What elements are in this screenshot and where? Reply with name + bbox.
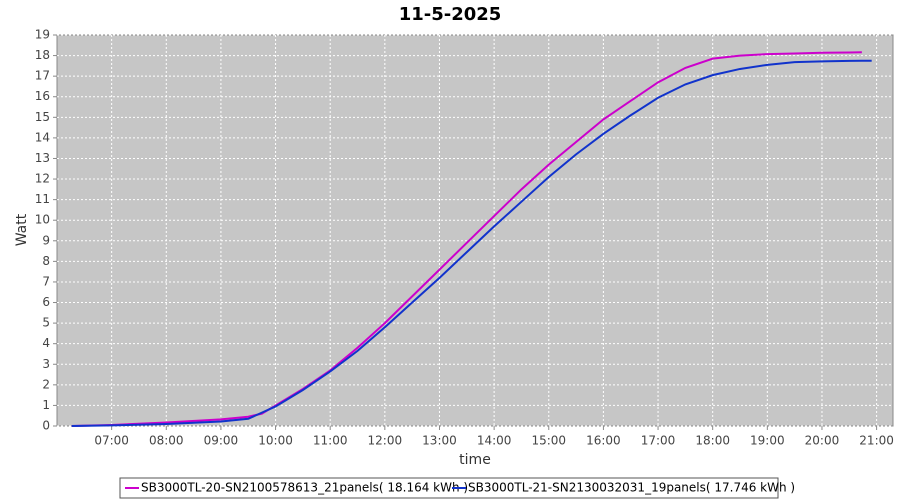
x-tick-label: 16:00 [586, 434, 621, 448]
y-tick-label: 14 [35, 130, 50, 144]
x-tick-label: 09:00 [204, 434, 239, 448]
y-tick-label: 13 [35, 151, 50, 165]
y-tick-label: 1 [42, 398, 50, 412]
y-tick-label: 15 [35, 110, 50, 124]
y-tick-label: 16 [35, 89, 50, 103]
legend-label: SB3000TL-21-SN2130032031_19panels( 17.74… [468, 481, 795, 495]
x-tick-label: 11:00 [313, 434, 348, 448]
x-tick-label: 10:00 [258, 434, 293, 448]
y-tick-label: 0 [42, 419, 50, 433]
y-tick-label: 8 [42, 254, 50, 268]
x-tick-label: 15:00 [531, 434, 566, 448]
y-tick-label: 2 [42, 377, 50, 391]
y-tick-label: 10 [35, 213, 50, 227]
y-tick-label: 7 [42, 274, 50, 288]
y-tick-label: 3 [42, 357, 50, 371]
y-tick-label: 18 [35, 48, 50, 62]
y-tick-label: 11 [35, 192, 50, 206]
y-tick-label: 6 [42, 295, 50, 309]
x-tick-label: 21:00 [859, 434, 894, 448]
x-axis-label: time [459, 452, 491, 468]
series-line [71, 59, 872, 427]
x-tick-label: 17:00 [641, 434, 676, 448]
x-tick-label: 08:00 [149, 434, 184, 448]
x-tick-label: 20:00 [805, 434, 840, 448]
chart-title: 11-5-2025 [399, 4, 502, 25]
x-tick-label: 12:00 [368, 434, 403, 448]
y-tick-label: 5 [42, 316, 50, 330]
legend-label: SB3000TL-20-SN2100578613_21panels( 18.16… [141, 481, 468, 495]
y-axis-label: Watt [14, 213, 30, 246]
x-tick-label: 19:00 [750, 434, 785, 448]
y-tick-label: 19 [35, 28, 50, 42]
x-tick-label: 14:00 [477, 434, 512, 448]
y-tick-label: 9 [42, 233, 50, 247]
x-tick-label: 07:00 [94, 434, 129, 448]
x-tick-label: 13:00 [422, 434, 457, 448]
y-tick-label: 12 [35, 172, 50, 186]
x-tick-label: 18:00 [695, 434, 730, 448]
legend [119, 477, 779, 499]
y-tick-label: 17 [35, 69, 50, 83]
y-tick-label: 4 [42, 336, 50, 350]
plot-area [56, 34, 894, 427]
